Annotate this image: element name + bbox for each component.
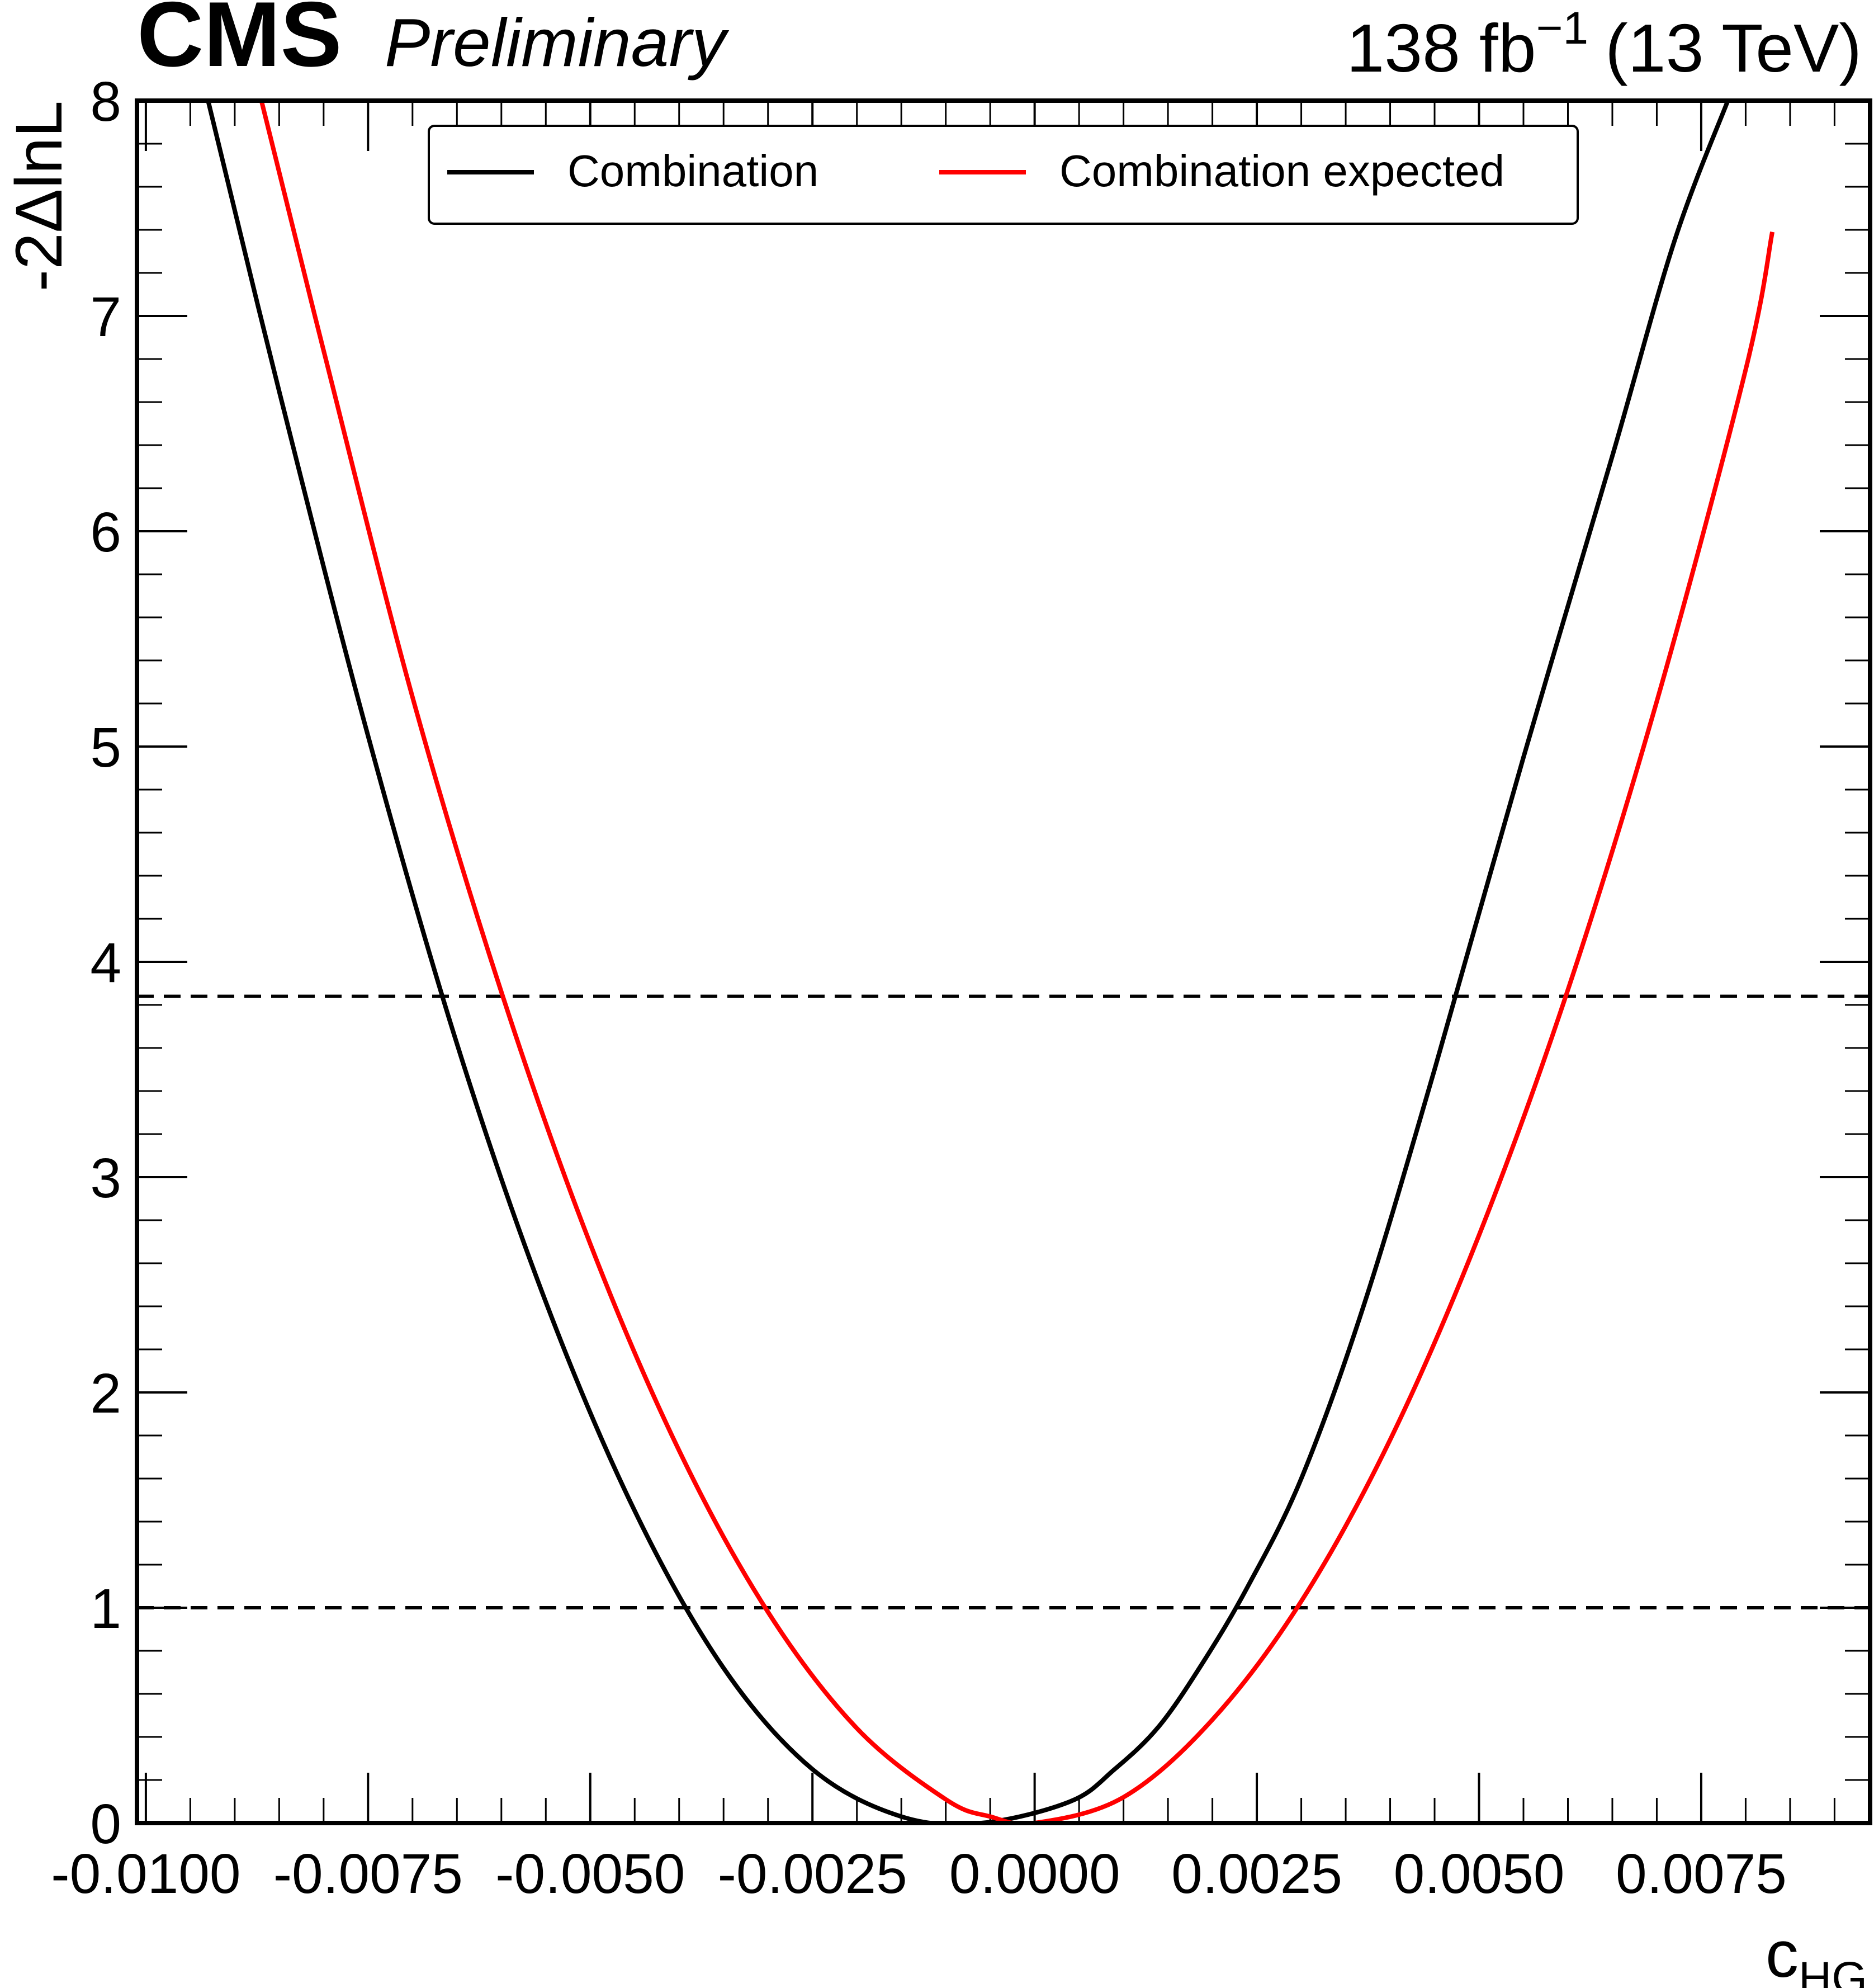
tick-marks	[137, 100, 1870, 1824]
reference-lines	[137, 994, 1870, 1609]
legend-box	[428, 125, 1579, 225]
x-tick-label: -0.0050	[495, 1843, 685, 1905]
legend: Combination Combination expected	[428, 125, 1579, 225]
x-axis-subscript: HG	[1799, 1953, 1867, 1988]
x-tick-label: 0.0000	[949, 1843, 1120, 1905]
plot-frame	[135, 98, 1872, 1825]
series-line-combination-expected	[259, 101, 1775, 1823]
x-tick-label: -0.0075	[273, 1843, 463, 1905]
y-tick-label: 3	[90, 1147, 121, 1210]
y-tick-label: 6	[90, 501, 121, 564]
y-axis-title: -2ΔlnL	[2, 101, 76, 291]
legend-label-combination: Combination	[567, 146, 818, 196]
x-tick-label: 0.0025	[1171, 1843, 1342, 1905]
tick-labels: -0.0100 -0.0075 -0.0050 -0.0025 0.0000 0.0025…	[51, 70, 1787, 1905]
series-line-combination	[206, 101, 1730, 1823]
y-tick-label: 0	[90, 1793, 121, 1855]
lumi-exponent: −1	[1536, 3, 1589, 54]
luminosity-label: 138 fb−1 (13 TeV)	[1346, 3, 1862, 86]
x-axis-title: cHG	[1766, 1918, 1867, 1988]
x-axis-symbol: c	[1766, 1918, 1799, 1988]
experiment-label: CMS	[137, 0, 342, 86]
y-tick-label: 4	[90, 932, 121, 994]
y-tick-label: 5	[90, 716, 121, 779]
y-tick-label: 2	[90, 1362, 121, 1425]
x-tick-label: -0.0100	[51, 1843, 240, 1905]
series-curves	[206, 101, 1775, 1823]
y-tick-label: 1	[90, 1578, 121, 1640]
x-tick-label: -0.0025	[718, 1843, 907, 1905]
y-tick-label: 7	[90, 286, 121, 348]
legend-label-combination-expected: Combination expected	[1059, 146, 1504, 196]
status-label: Preliminary	[385, 4, 730, 81]
x-tick-label: 0.0050	[1394, 1843, 1565, 1905]
y-tick-label: 8	[90, 70, 121, 133]
energy-label: (13 TeV)	[1605, 10, 1862, 86]
x-tick-label: 0.0075	[1616, 1843, 1787, 1905]
lumi-value: 138 fb	[1346, 10, 1536, 86]
